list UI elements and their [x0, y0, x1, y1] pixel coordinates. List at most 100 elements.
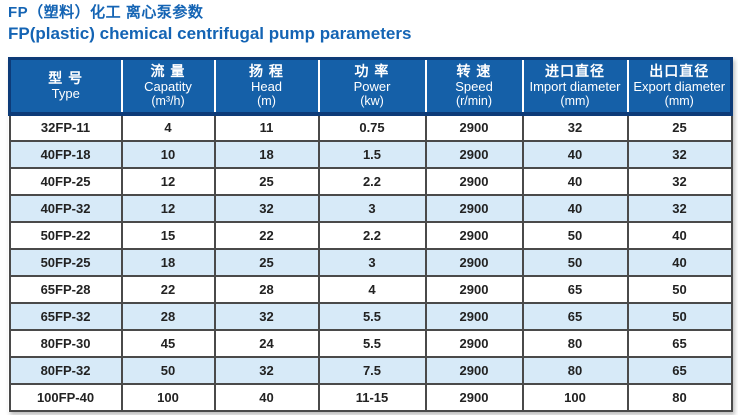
table-row: 40FP-25 12 25 2.2 2900 40 32: [8, 166, 733, 196]
type-cell: 65FP-32: [8, 301, 123, 331]
capacity-cell: 12: [120, 166, 216, 196]
head-cell: 25: [213, 166, 320, 196]
speed-cell: 2900: [424, 301, 524, 331]
column-header-speed: 转 速 Speed (r/min): [424, 57, 523, 116]
column-header-import-diameter-zh: 进口直径: [545, 62, 605, 79]
speed-cell: 2900: [424, 193, 524, 223]
export-diameter-cell: 50: [626, 274, 733, 304]
import-diameter-cell: 65: [521, 274, 629, 304]
column-header-export-diameter-en: Export diameter: [633, 78, 726, 94]
power-cell: 11-15: [317, 382, 427, 412]
pump-parameters-table: 型 号 Type 流 量 Capatity (m³/h) 扬 程 Head (m…: [8, 57, 733, 412]
speed-cell: 2900: [424, 139, 524, 169]
speed-cell: 2900: [424, 274, 524, 304]
export-diameter-cell: 40: [626, 220, 733, 250]
page-title-zh: FP（塑料）化工 离心泵参数: [8, 4, 204, 21]
type-cell: 80FP-30: [8, 328, 123, 358]
speed-cell: 2900: [424, 220, 524, 250]
import-diameter-cell: 50: [521, 220, 629, 250]
head-cell: 18: [213, 139, 320, 169]
head-cell: 24: [213, 328, 320, 358]
export-diameter-cell: 40: [626, 247, 733, 277]
import-diameter-cell: 40: [521, 166, 629, 196]
column-header-export-diameter: 出口直径 Export diameter (mm): [626, 57, 733, 116]
head-cell: 32: [213, 301, 320, 331]
column-header-head-en: Head: [250, 78, 283, 94]
type-cell: 100FP-40: [8, 382, 123, 412]
speed-cell: 2900: [424, 166, 524, 196]
export-diameter-cell: 32: [626, 193, 733, 223]
head-cell: 11: [213, 112, 320, 142]
table-row: 65FP-28 22 28 4 2900 65 50: [8, 274, 733, 304]
speed-cell: 2900: [424, 247, 524, 277]
column-header-capacity-unit: (m³/h): [151, 93, 185, 108]
table-row: 50FP-22 15 22 2.2 2900 50 40: [8, 220, 733, 250]
speed-cell: 2900: [424, 112, 524, 142]
import-diameter-cell: 32: [521, 112, 629, 142]
capacity-cell: 12: [120, 193, 216, 223]
type-cell: 40FP-25: [8, 166, 123, 196]
column-header-type-en: Type: [51, 86, 80, 102]
power-cell: 4: [317, 274, 427, 304]
column-header-head-unit: (m): [257, 93, 276, 108]
capacity-cell: 28: [120, 301, 216, 331]
table-row: 80FP-30 45 24 5.5 2900 80 65: [8, 328, 733, 358]
speed-cell: 2900: [424, 355, 524, 385]
power-cell: 2.2: [317, 220, 427, 250]
column-header-capacity-zh: 流 量: [150, 62, 186, 79]
type-cell: 32FP-11: [8, 112, 123, 142]
type-cell: 50FP-22: [8, 220, 123, 250]
table-header-row: 型 号 Type 流 量 Capatity (m³/h) 扬 程 Head (m…: [8, 57, 733, 116]
export-diameter-cell: 32: [626, 139, 733, 169]
column-header-export-diameter-unit: (mm): [664, 93, 694, 108]
capacity-cell: 4: [120, 112, 216, 142]
import-diameter-cell: 100: [521, 382, 629, 412]
table-row: 80FP-32 50 32 7.5 2900 80 65: [8, 355, 733, 385]
column-header-power: 功 率 Power (kw): [317, 57, 426, 116]
capacity-cell: 15: [120, 220, 216, 250]
type-cell: 40FP-18: [8, 139, 123, 169]
power-cell: 5.5: [317, 301, 427, 331]
capacity-cell: 45: [120, 328, 216, 358]
head-cell: 32: [213, 355, 320, 385]
capacity-cell: 22: [120, 274, 216, 304]
power-cell: 5.5: [317, 328, 427, 358]
column-header-speed-en: Speed: [455, 78, 493, 94]
table-row: 50FP-25 18 25 3 2900 50 40: [8, 247, 733, 277]
table-row: 65FP-32 28 32 5.5 2900 65 50: [8, 301, 733, 331]
export-diameter-cell: 65: [626, 355, 733, 385]
table-row: 40FP-32 12 32 3 2900 40 32: [8, 193, 733, 223]
capacity-cell: 18: [120, 247, 216, 277]
type-cell: 80FP-32: [8, 355, 123, 385]
page-header: FP（塑料）化工 离心泵参数 FP(plastic) chemical cent…: [8, 3, 411, 45]
table-row: 40FP-18 10 18 1.5 2900 40 32: [8, 139, 733, 169]
column-header-head: 扬 程 Head (m): [213, 57, 319, 116]
column-header-type: 型 号 Type: [8, 57, 122, 116]
capacity-cell: 100: [120, 382, 216, 412]
table-body: 32FP-11 4 11 0.75 2900 32 25 40FP-18 10 18 1.5 2900…: [8, 112, 733, 412]
power-cell: 0.75: [317, 112, 427, 142]
column-header-head-zh: 扬 程: [249, 62, 284, 79]
speed-cell: 2900: [424, 328, 524, 358]
export-diameter-cell: 65: [626, 328, 733, 358]
type-cell: 50FP-25: [8, 247, 123, 277]
import-diameter-cell: 65: [521, 301, 629, 331]
page-title-en: FP(plastic) chemical centrifugal pump pa…: [8, 24, 412, 43]
column-header-capacity: 流 量 Capatity (m³/h): [120, 57, 215, 116]
head-cell: 28: [213, 274, 320, 304]
column-header-import-diameter-unit: (mm): [560, 93, 590, 108]
power-cell: 2.2: [317, 166, 427, 196]
import-diameter-cell: 80: [521, 355, 629, 385]
capacity-cell: 50: [120, 355, 216, 385]
column-header-power-zh: 功 率: [354, 62, 390, 79]
column-header-import-diameter: 进口直径 Import diameter (mm): [521, 57, 628, 116]
import-diameter-cell: 40: [521, 193, 629, 223]
import-diameter-cell: 50: [521, 247, 629, 277]
power-cell: 3: [317, 193, 427, 223]
column-header-speed-zh: 转 速: [456, 62, 492, 79]
power-cell: 7.5: [317, 355, 427, 385]
table-row: 100FP-40 100 40 11-15 2900 100 80: [8, 382, 733, 412]
export-diameter-cell: 25: [626, 112, 733, 142]
column-header-type-zh: 型 号: [48, 70, 84, 87]
